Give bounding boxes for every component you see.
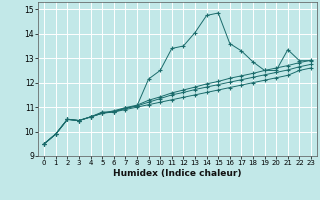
X-axis label: Humidex (Indice chaleur): Humidex (Indice chaleur): [113, 169, 242, 178]
